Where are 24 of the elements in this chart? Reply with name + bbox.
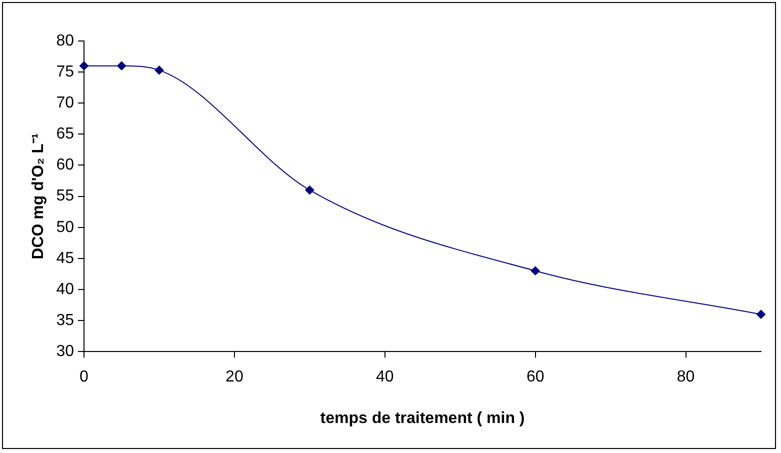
y-tick-label: 60 xyxy=(56,156,74,174)
point xyxy=(756,310,766,319)
point xyxy=(305,186,314,195)
y-tick-label: 35 xyxy=(56,312,74,329)
point xyxy=(154,66,164,75)
y-tick-label: 40 xyxy=(56,280,74,298)
x-tick-label: 40 xyxy=(376,368,394,386)
x-tick-label: 0 xyxy=(80,368,89,386)
y-tick-label: 80 xyxy=(56,32,74,50)
point xyxy=(79,61,88,70)
y-tick-label: 70 xyxy=(56,94,74,112)
x-tick-label: 20 xyxy=(226,368,244,386)
point xyxy=(117,61,126,70)
point xyxy=(530,266,540,276)
y-tick-label: 55 xyxy=(56,188,74,205)
y-tick-label: 50 xyxy=(56,218,74,236)
x-tick-label: 60 xyxy=(526,368,544,386)
y-axis-title: DCO mg d'O₂ L⁻¹ xyxy=(30,133,48,260)
y-tick-label: 65 xyxy=(56,126,74,143)
x-tick-label: 80 xyxy=(676,368,695,386)
y-tick-label: 30 xyxy=(56,343,74,360)
x-axis-title: temps de traitement ( min ) xyxy=(320,410,525,427)
y-tick-label: 75 xyxy=(56,63,74,80)
y-tick-label: 45 xyxy=(56,250,74,267)
